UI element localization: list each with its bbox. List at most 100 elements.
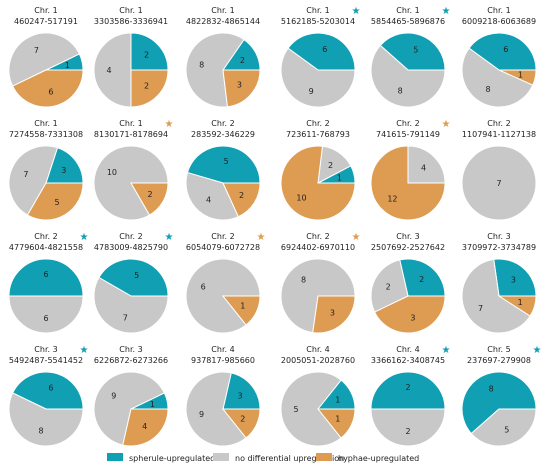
significance-star-icon: ★ xyxy=(80,232,89,243)
pie-range-label: 7274558-7331308 xyxy=(9,130,83,139)
pie-slice-spherule xyxy=(493,258,537,297)
pie-slice-value: 6 xyxy=(48,384,53,393)
pie-slice-value: 5 xyxy=(134,271,139,280)
pie-slice-value: 4 xyxy=(142,422,147,431)
pie-chromosome-label: Chr. 1 xyxy=(306,6,329,15)
pie-19: Chr. 3 5492487-5541452★ 6 8 xyxy=(8,345,89,447)
pie-slice-none xyxy=(93,276,169,334)
pie-range-label: 6054079-6072728 xyxy=(186,243,260,252)
pie-slice-hyphae xyxy=(221,295,261,326)
pie-chromosome-label: Chr. 1 xyxy=(34,6,57,15)
pie-range-label: 6226872-6273266 xyxy=(94,356,168,365)
pie-range-label: 8130171-8178694 xyxy=(94,130,168,139)
pie-slice-none xyxy=(470,408,537,447)
legend-label: spherule-upregulated xyxy=(129,454,215,463)
pie-slice-none xyxy=(93,371,166,446)
pie-slice-none xyxy=(8,392,84,447)
pie-slice-spherule xyxy=(370,371,446,410)
legend: spherule-upregulated no differential upre… xyxy=(107,453,419,463)
pie-chromosome-label: Chr. 4 xyxy=(211,345,234,354)
pie-chromosome-label: Chr. 2 xyxy=(487,119,510,128)
pie-chromosome-label: Chr. 1 xyxy=(487,6,510,15)
pie-slice-none xyxy=(185,258,261,334)
pie-range-label: 2005051-2028760 xyxy=(281,356,355,365)
pie-slice-value: 8 xyxy=(485,85,490,94)
pie-slice-value: 1 xyxy=(65,61,70,70)
pie-range-label: 4822832-4865144 xyxy=(186,17,260,26)
pie-slice-none xyxy=(461,47,534,108)
pie-slice-hyphae xyxy=(497,295,537,317)
pie-slice-value: 4 xyxy=(206,196,211,205)
pie-range-label: 4779604-4821558 xyxy=(9,243,83,252)
pie-slice-value: 9 xyxy=(111,391,116,400)
pie-slice-value: 5 xyxy=(293,405,298,414)
pie-slice-none xyxy=(407,145,446,184)
pie-20: Chr. 3 6226872-6273266 1 9 4 xyxy=(93,345,169,447)
pie-10: Chr. 2 723611-768793 12 10 xyxy=(280,119,356,221)
pie-slice-hyphae xyxy=(370,145,446,221)
pie-slice-value: 8 xyxy=(489,384,494,393)
pie-range-label: 6009218-6063689 xyxy=(462,17,536,26)
pie-slice-none xyxy=(370,44,446,108)
pie-slice-spherule xyxy=(130,32,169,71)
pie-slice-value: 6 xyxy=(201,282,206,291)
pie-range-label: 6924402-6970110 xyxy=(281,243,355,252)
pie-slice-none xyxy=(8,32,81,87)
pie-slice-spherule xyxy=(399,258,446,297)
pie-slice-none xyxy=(185,371,247,447)
pie-slice-none xyxy=(280,47,356,108)
pie-chromosome-label: Chr. 3 xyxy=(34,345,57,354)
pie-range-label: 3366162-3408745 xyxy=(371,356,445,365)
pie-24: Chr. 5 237697-279908★ 8 5 xyxy=(461,345,542,447)
pie-slice-none xyxy=(370,259,409,313)
legend-item-hyphae: hyphae-upregulated xyxy=(316,453,419,463)
pie-9: Chr. 2 283592-346229 5 4 2 xyxy=(185,119,261,221)
pie-chromosome-label: Chr. 2 xyxy=(34,232,57,241)
pie-range-label: 741615-791149 xyxy=(376,130,440,139)
pie-chromosome-label: Chr. 2 xyxy=(306,232,329,241)
pie-slice-value: 2 xyxy=(386,282,391,291)
pie-7: Chr. 1 7274558-7331308 3 7 5 xyxy=(8,119,84,221)
pie-chromosome-label: Chr. 2 xyxy=(306,119,329,128)
pie-slice-value: 1 xyxy=(240,302,245,311)
significance-star-icon: ★ xyxy=(442,119,451,130)
pie-range-label: 5162185-5203014 xyxy=(281,17,355,26)
pie-slice-value: 3 xyxy=(61,166,66,175)
pie-chromosome-label: Chr. 2 xyxy=(119,232,142,241)
pie-slice-spherule xyxy=(461,371,537,435)
legend-label: hyphae-upregulated xyxy=(338,454,419,463)
pie-3: Chr. 1 4822832-4865144 2 8 3 xyxy=(185,6,261,108)
pie-slice-value: 1 xyxy=(335,395,340,404)
pie-11: Chr. 2 741615-791149★ 4 12 xyxy=(370,119,451,221)
pie-slice-value: 7 xyxy=(34,46,39,55)
pie-slice-spherule xyxy=(186,145,261,184)
pie-14: Chr. 2 4783009-4825790★ 5 7 xyxy=(93,232,174,334)
pie-slice-none xyxy=(8,295,84,334)
significance-star-icon: ★ xyxy=(80,345,89,356)
pie-12: Chr. 2 1107941-1127138 7 xyxy=(461,119,537,221)
pie-22: Chr. 4 2005051-2028760 1 5 1 xyxy=(280,345,356,447)
pie-slice-hyphae xyxy=(222,182,261,218)
pie-range-label: 2507692-2527642 xyxy=(371,243,445,252)
pie-slice-value: 2 xyxy=(239,191,244,200)
pie-chromosome-label: Chr. 2 xyxy=(211,119,234,128)
pie-slice-value: 3 xyxy=(237,81,242,90)
pie-chromosome-label: Chr. 2 xyxy=(211,232,234,241)
pie-slice-value: 6 xyxy=(43,270,48,279)
pie-slice-none xyxy=(93,145,169,221)
pie-slice-hyphae xyxy=(221,408,261,439)
pie-slice-value: 2 xyxy=(144,50,149,59)
pie-16: Chr. 2 6924402-6970110★ 8 3 xyxy=(280,232,361,334)
pie-chromosome-label: Chr. 3 xyxy=(396,232,419,241)
pie-range-label: 1107941-1127138 xyxy=(462,130,536,139)
pie-slice-none xyxy=(8,145,59,216)
legend-item-spherule: spherule-upregulated xyxy=(107,453,215,463)
pie-slice-value: 2 xyxy=(405,427,410,436)
pie-slice-spherule xyxy=(11,371,84,410)
pie-range-label: 937817-985660 xyxy=(191,356,255,365)
pie-range-label: 5492487-5541452 xyxy=(9,356,83,365)
pie-slice-spherule xyxy=(8,258,84,297)
pie-range-label: 723611-768793 xyxy=(286,130,350,139)
significance-star-icon: ★ xyxy=(442,6,451,17)
pie-slice-value: 6 xyxy=(322,45,327,54)
